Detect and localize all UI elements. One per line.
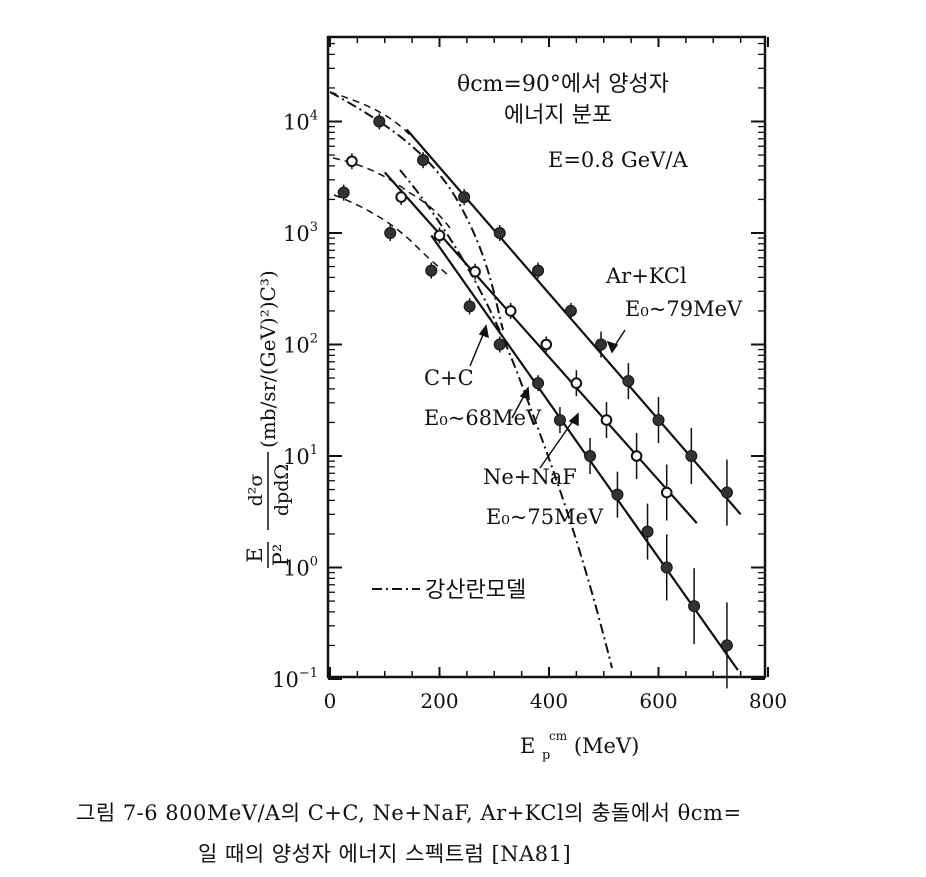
data-point: [540, 338, 553, 351]
data-point: [384, 227, 397, 239]
data-point: [584, 450, 597, 462]
data-point: [622, 375, 635, 388]
data-point: [630, 450, 643, 462]
data-point: [720, 486, 733, 499]
label-ne-naf: Ne+NaF: [483, 465, 577, 489]
data-point: [660, 486, 673, 499]
label-c-c: C+C: [424, 366, 474, 390]
dashed-curve-ar: [329, 91, 411, 136]
svg-text:(mb/sr/(GeV)²)C³): (mb/sr/(GeV)²)C³): [256, 270, 280, 448]
data-point: [600, 414, 613, 426]
data-point: [395, 191, 407, 203]
data-point: [595, 338, 608, 351]
x-axis-ticks: 0 200 400 600 800: [324, 37, 787, 713]
x-axis-label-unit: (MeV): [574, 734, 639, 758]
fit-line-2: [430, 234, 739, 671]
data-point: [720, 639, 733, 652]
data-point: [469, 265, 481, 278]
model-curve-lower: [399, 169, 613, 669]
y-axis-label: E P² d²σ dpdΩ (mb/sr/(GeV)²)C³): [243, 270, 293, 568]
x-axis-label-sub: p: [542, 748, 550, 763]
svg-text:d²σ: d²σ: [245, 474, 267, 507]
dashed-curve-ne: [332, 157, 451, 229]
model-curve-upper: [329, 91, 504, 331]
x-tick-label-600: 600: [639, 689, 677, 713]
label-ne-e0: E₀~75MeV: [486, 505, 604, 529]
x-axis-label-sup: cm: [549, 729, 568, 743]
minor-ticks: [328, 37, 765, 677]
figure-caption-line2: 일 때의 양성자 에너지 스펙트럼 [NA81]: [198, 842, 572, 866]
data-point: [425, 264, 438, 277]
data-point: [493, 227, 506, 239]
y-tick-label: 103: [283, 220, 318, 246]
x-axis-label-main: E: [520, 734, 535, 758]
data-point: [373, 115, 386, 128]
y-tick-label: 104: [283, 109, 318, 135]
data-point: [417, 154, 430, 167]
y-axis-ticks: 104 103 102 101 100 10−1: [272, 109, 765, 692]
data-point: [652, 414, 665, 427]
data-point: [346, 155, 358, 168]
y-tick-label: 102: [283, 332, 318, 358]
figure-caption-line1: 그림 7-6 800MeV/A의 C+C, Ne+NaF, Ar+KCl의 충돌…: [76, 801, 742, 825]
data-points: [337, 113, 733, 689]
data-point: [660, 561, 673, 574]
data-point: [493, 338, 506, 351]
annotation-arrows: [469, 324, 626, 469]
chart-title-line1: θcm=90°에서 양성자: [457, 72, 669, 97]
y-tick-label: 10−1: [272, 666, 318, 692]
y-tick-label: 100: [283, 555, 318, 581]
chart-title-line2: 에너지 분포: [504, 103, 612, 128]
energy-note: E=0.8 GeV/A: [548, 148, 688, 172]
data-point: [433, 229, 446, 242]
data-point: [564, 304, 577, 317]
plot-frame: [326, 35, 767, 679]
data-point: [532, 264, 545, 277]
label-ar-e0: E₀~79MeV: [625, 297, 743, 321]
data-point: [504, 305, 517, 317]
label-ar-kcl: Ar+KCl: [605, 264, 687, 288]
data-point: [463, 300, 476, 313]
data-point: [688, 600, 701, 613]
y-tick-label: 101: [283, 443, 318, 469]
label-c-e0: E₀~68MeV: [424, 406, 542, 430]
x-tick-label-200: 200: [420, 689, 458, 713]
data-point: [685, 450, 698, 462]
svg-text:P²: P²: [269, 544, 293, 567]
x-tick-label-400: 400: [530, 689, 568, 713]
data-point: [611, 488, 624, 501]
svg-text:dpdΩ: dpdΩ: [271, 464, 293, 516]
x-tick-label-800: 800: [749, 689, 787, 713]
data-point: [458, 191, 471, 204]
svg-text:E: E: [243, 547, 267, 562]
data-point: [337, 186, 350, 199]
data-point: [532, 377, 545, 390]
x-tick-label-0: 0: [324, 689, 337, 713]
model-legend-label: 강산란모델: [425, 578, 526, 603]
proton-energy-spectrum-chart: 0 200 400 600 800 104 103 102 101 100 10−1 θcm=90…: [243, 35, 787, 764]
data-point: [641, 525, 654, 538]
x-axis-label: E p cm (MeV): [520, 721, 639, 764]
data-point: [553, 414, 566, 427]
data-point: [570, 377, 583, 389]
